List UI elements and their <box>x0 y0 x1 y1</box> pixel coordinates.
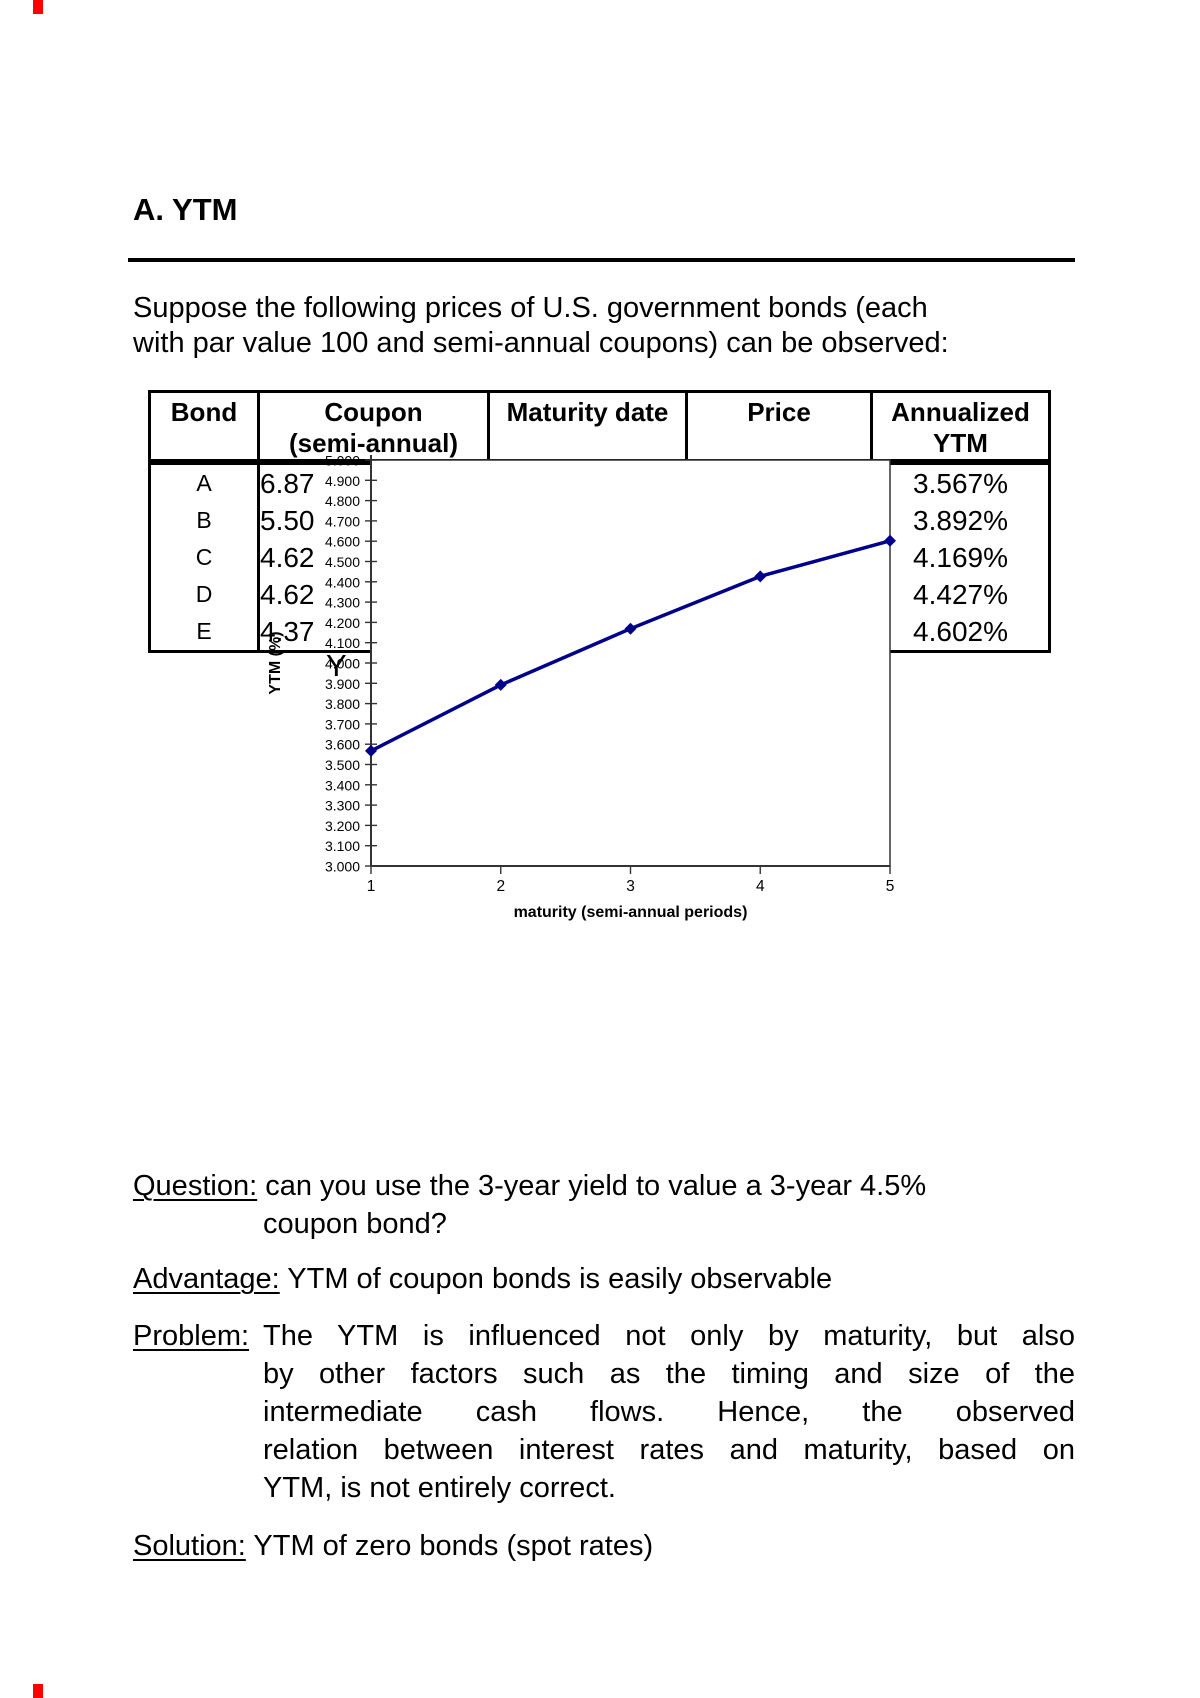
table-header-row: Bond Coupon (semi-annual) Maturity date … <box>148 390 1051 465</box>
question-label: Question: <box>133 1170 258 1202</box>
bond-id: D <box>148 576 260 613</box>
partially-hidden-text: Y <box>326 648 347 683</box>
data-point-marker <box>494 678 507 691</box>
table-row: C 4.62 4.169% <box>148 539 1051 576</box>
col-header-ytm-line1: Annualized <box>891 397 1030 427</box>
col-header-coupon-line1: Coupon <box>324 397 423 427</box>
maturity-cell <box>487 462 688 502</box>
y-tick-label: 3.800 <box>325 696 360 712</box>
intro-line-2: with par value 100 and semi-annual coupo… <box>133 327 949 359</box>
price-cell <box>685 576 873 613</box>
solution-text: YTM of zero bonds (spot rates) <box>253 1530 654 1562</box>
maturity-cell <box>487 539 688 576</box>
bond-id: E <box>148 613 260 653</box>
y-tick-label: 3.300 <box>325 798 360 814</box>
coupon-value: 6.87 <box>257 462 490 502</box>
data-point-marker <box>365 744 377 757</box>
table-row: E 4.37 4.602% <box>148 613 1051 653</box>
y-tick-label: 3.600 <box>325 737 360 753</box>
coupon-value: 4.62 <box>257 539 490 576</box>
price-cell <box>685 539 873 576</box>
maturity-cell <box>487 613 688 653</box>
col-header-annualized-ytm: Annualized YTM <box>870 390 1051 465</box>
bond-id: B <box>148 502 260 539</box>
x-tick-label: 4 <box>756 878 765 895</box>
horizontal-rule <box>128 258 1075 262</box>
question-line-1: Question: can you use the 3-year yield t… <box>133 1170 926 1203</box>
col-header-coupon: Coupon (semi-annual) <box>257 390 490 465</box>
x-tick-label: 2 <box>496 878 505 895</box>
ytm-value: 4.602% <box>870 613 1051 653</box>
bond-table: Bond Coupon (semi-annual) Maturity date … <box>148 390 1051 653</box>
advantage-label: Advantage: <box>133 1263 280 1295</box>
col-header-bond: Bond <box>148 390 260 465</box>
y-tick-label: 3.000 <box>325 859 360 875</box>
problem-text-line: intermediate cash flows. Hence, the obse… <box>263 1396 1075 1428</box>
intro-line-1: Suppose the following prices of U.S. gov… <box>133 292 928 324</box>
table-row: D 4.62 4.427% <box>148 576 1051 613</box>
price-cell <box>685 462 873 502</box>
y-tick-label: 3.100 <box>325 838 360 854</box>
col-header-price: Price <box>685 390 873 465</box>
x-tick-label: 5 <box>886 878 895 895</box>
problem-text-line: The YTM is influenced not only by maturi… <box>263 1320 1075 1352</box>
solution-label: Solution: <box>133 1530 246 1562</box>
maturity-cell <box>487 502 688 539</box>
y-tick-label: 3.700 <box>325 716 360 732</box>
x-tick-label: 1 <box>367 878 376 895</box>
x-tick-label: 3 <box>626 878 635 895</box>
intro-paragraph: Suppose the following prices of U.S. gov… <box>133 291 949 361</box>
coupon-value: 4.62 <box>257 576 490 613</box>
coupon-value: 5.50 <box>257 502 490 539</box>
col-header-maturity-date: Maturity date <box>487 390 688 465</box>
y-tick-label: 3.200 <box>325 818 360 834</box>
ytm-value: 4.169% <box>870 539 1051 576</box>
table-row: B 5.50 3.892% <box>148 502 1051 539</box>
problem-label: Problem: <box>133 1320 250 1352</box>
table-row: A 6.87 3.567% <box>148 462 1051 502</box>
maturity-cell <box>487 576 688 613</box>
red-crop-mark-bottom <box>33 1684 43 1698</box>
question-text: can you use the 3-year yield to value a … <box>265 1170 927 1202</box>
x-axis-title: maturity (semi-annual periods) <box>514 904 748 921</box>
y-tick-label: 3.400 <box>325 777 360 793</box>
ytm-value: 3.892% <box>870 502 1051 539</box>
ytm-value: 4.427% <box>870 576 1051 613</box>
solution-line: Solution: YTM of zero bonds (spot rates) <box>133 1530 653 1563</box>
problem-text-line: relation between interest rates and matu… <box>263 1434 1075 1466</box>
coupon-value: 4.37 <box>257 613 490 653</box>
price-cell <box>685 613 873 653</box>
advantage-text: YTM of coupon bonds is easily observable <box>287 1263 833 1295</box>
col-header-coupon-line2: (semi-annual) <box>288 428 459 458</box>
price-cell <box>685 502 873 539</box>
problem-label-line: Problem: <box>133 1320 249 1353</box>
bond-id: C <box>148 539 260 576</box>
y-tick-label: 3.500 <box>325 757 360 773</box>
section-heading: A. YTM <box>133 192 238 227</box>
question-line-2: coupon bond? <box>263 1208 447 1240</box>
red-crop-mark-top <box>33 0 43 14</box>
problem-text-line: YTM, is not entirely correct. <box>263 1472 616 1504</box>
problem-text-line: by other factors such as the timing and … <box>263 1358 1075 1390</box>
ytm-value: 3.567% <box>870 462 1051 502</box>
bond-id: A <box>148 462 260 502</box>
col-header-ytm-line2: YTM <box>933 428 988 458</box>
advantage-line: Advantage: YTM of coupon bonds is easily… <box>133 1263 832 1296</box>
